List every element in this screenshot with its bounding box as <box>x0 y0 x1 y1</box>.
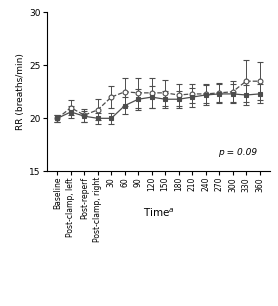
Text: p = 0.09: p = 0.09 <box>219 148 258 157</box>
Y-axis label: RR (breaths/min): RR (breaths/min) <box>16 53 25 130</box>
Text: Time$^{a}$: Time$^{a}$ <box>143 207 174 219</box>
